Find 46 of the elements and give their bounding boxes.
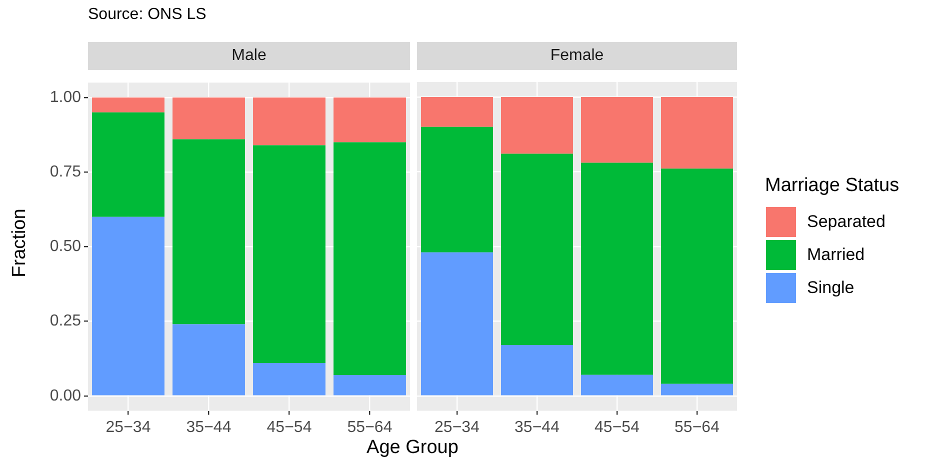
- y-tick-label: 0.75: [50, 164, 82, 181]
- bar: [661, 96, 733, 169]
- x-axis-title: Age Group: [366, 437, 460, 459]
- bar: [421, 96, 493, 127]
- x-tick-label: 35−44: [186, 418, 232, 436]
- bar: [334, 374, 406, 396]
- x-tick-label: 55−64: [674, 418, 720, 436]
- bar: [334, 142, 406, 375]
- bar: [253, 145, 326, 364]
- bar: [421, 126, 493, 252]
- bar: [581, 162, 653, 375]
- bar: [501, 345, 573, 396]
- bar: [501, 154, 573, 346]
- bar: [92, 98, 164, 112]
- bar: [581, 374, 653, 396]
- chart-title: Male: [88, 42, 410, 70]
- bar: [92, 112, 164, 217]
- bar: [421, 252, 493, 396]
- x-tick-label: 45−54: [266, 418, 312, 436]
- bar: [581, 96, 653, 163]
- bar: [253, 98, 326, 146]
- x-tick-label: 45−54: [594, 418, 640, 436]
- y-tick-label: 1.00: [50, 88, 82, 106]
- bar: [501, 96, 573, 154]
- bar: [172, 98, 245, 140]
- x-tick-label: 55−64: [347, 418, 392, 436]
- bar: [334, 98, 406, 142]
- y-axis-title: Fraction: [9, 208, 31, 278]
- bar: [253, 363, 326, 396]
- bar: [661, 384, 733, 396]
- x-tick-label: 25−34: [434, 418, 480, 436]
- bar: [172, 324, 245, 396]
- legend-label: Single: [807, 278, 854, 298]
- legend-title: Marriage Status: [765, 175, 900, 197]
- text: Married: [807, 244, 865, 264]
- y-tick-label: 0.50: [50, 238, 82, 256]
- source-note: Source: ONS LS: [88, 6, 206, 24]
- y-tick-label: 0.00: [50, 387, 82, 404]
- legend-label: Separated: [807, 212, 886, 232]
- y-tick-label: 0.25: [50, 312, 82, 330]
- bar: [172, 139, 245, 324]
- bar: [661, 168, 733, 384]
- x-tick-label: 25−34: [106, 418, 151, 436]
- x-tick-label: 35−44: [514, 418, 560, 436]
- chart-title: Female: [417, 42, 737, 70]
- bar: [92, 216, 164, 396]
